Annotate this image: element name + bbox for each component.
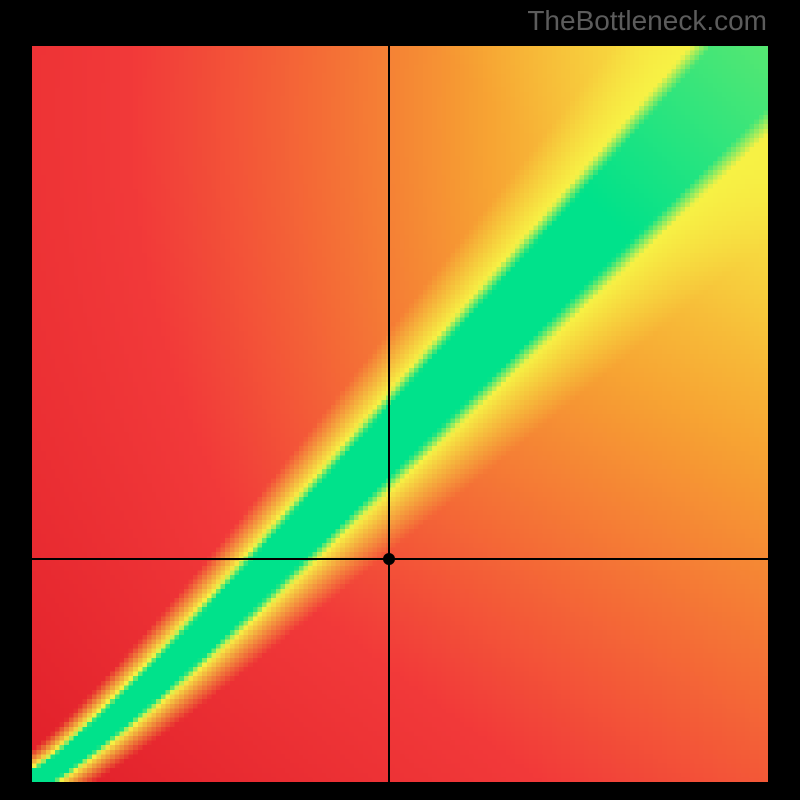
selection-marker-dot [383,553,395,565]
bottleneck-heatmap [32,46,768,782]
crosshair-horizontal [32,558,768,560]
crosshair-vertical [388,46,390,782]
watermark-text: TheBottleneck.com [527,5,767,37]
